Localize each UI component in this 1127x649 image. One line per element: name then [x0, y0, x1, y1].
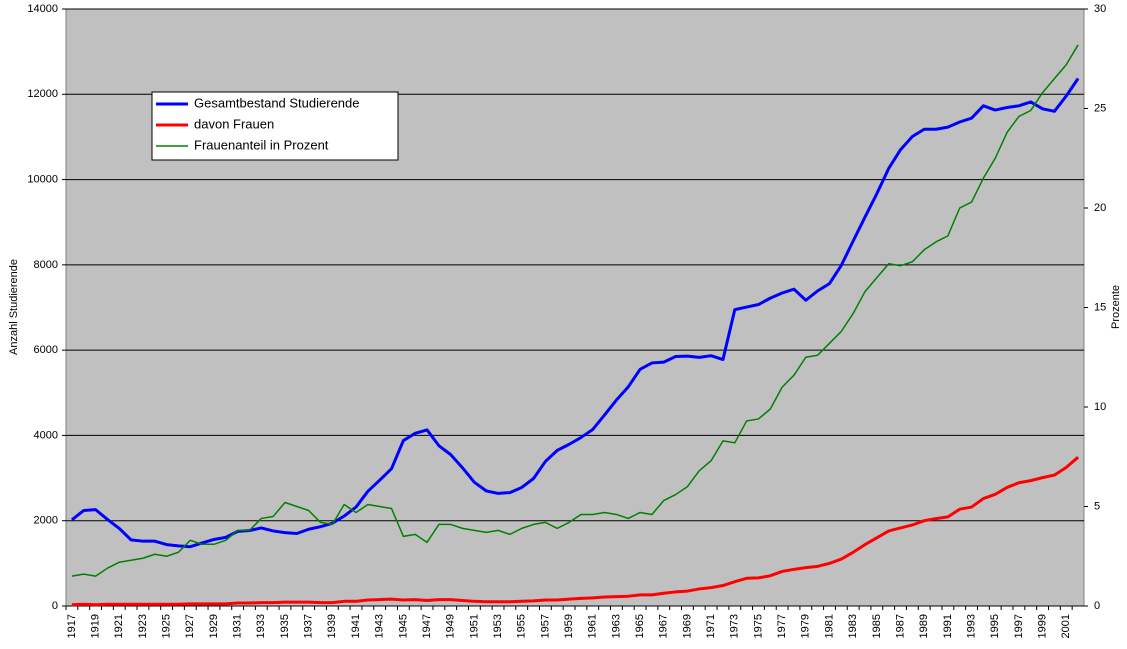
x-tick-label: 1957: [539, 614, 551, 638]
y-tick-label: 12000: [27, 88, 58, 100]
x-tick-label: 1937: [303, 614, 315, 638]
x-tick-label: 1931: [232, 614, 244, 638]
x-tick-label: 1919: [89, 614, 101, 638]
legend-box: [151, 91, 399, 161]
x-tick-label: 1961: [587, 614, 599, 638]
x-tick-label: 1973: [729, 614, 741, 638]
x-tick-label: 1963: [610, 614, 622, 638]
series-line: [71, 456, 1080, 607]
y2-tick-label: 20: [1094, 202, 1106, 214]
x-tick-label: 1987: [894, 614, 906, 638]
x-tick-label: 1951: [468, 614, 480, 638]
legend-label: davon Frauen: [194, 116, 274, 131]
legend-label: Frauenanteil in Prozent: [194, 137, 329, 152]
x-tick-label: 1947: [421, 614, 433, 638]
x-tick-label: 1939: [326, 614, 338, 638]
x-tick-label: 1925: [161, 614, 173, 638]
x-tick-label: 1929: [208, 614, 220, 638]
y-tick-label: 4000: [34, 429, 58, 441]
legend: Gesamtbestand Studierende davon Frauen Fra…: [151, 91, 399, 161]
y2-tick-label: 30: [1094, 3, 1106, 15]
series-line: [71, 44, 1079, 577]
x-tick-label: 1989: [918, 614, 930, 638]
x-tick-label: 1933: [255, 614, 267, 638]
x-tick-label: 1953: [492, 614, 504, 638]
x-tick-label: 1917: [66, 614, 78, 638]
x-tick-label: 1927: [184, 614, 196, 638]
x-tick-label: 1923: [137, 614, 149, 638]
y-tick-label: 10000: [27, 173, 58, 185]
x-tick-label: 1981: [823, 614, 835, 638]
x-tick-label: 1955: [516, 614, 528, 638]
x-tick-label: 1999: [1036, 614, 1048, 638]
y-tick-label: 6000: [34, 344, 58, 356]
x-tick-label: 1991: [942, 614, 954, 638]
x-tick-label: 1977: [776, 614, 788, 638]
series-line: [70, 77, 1080, 549]
y-axis-title: Anzahl Studierende: [8, 259, 20, 355]
x-tick-label: 1969: [681, 614, 693, 638]
y2-tick-label: 25: [1094, 102, 1106, 114]
y-tick-label: 0: [52, 600, 58, 612]
x-tick-label: 1943: [374, 614, 386, 638]
x-tick-label: 1985: [871, 614, 883, 638]
x-tick-label: 1975: [752, 614, 764, 638]
y2-axis-title: Prozente: [1110, 285, 1122, 329]
x-tick-label: 1971: [705, 614, 717, 638]
x-tick-label: 1945: [397, 614, 409, 638]
y2-tick-label: 10: [1094, 401, 1106, 413]
x-tick-label: 1921: [113, 614, 125, 638]
x-tick-label: 1979: [800, 614, 812, 638]
y2-tick-label: 0: [1094, 600, 1100, 612]
x-tick-label: 1965: [634, 614, 646, 638]
legend-label: Gesamtbestand Studierende: [194, 95, 360, 110]
y-tick-label: 8000: [34, 259, 58, 271]
y2-tick-label: 5: [1094, 500, 1100, 512]
x-tick-label: 1967: [658, 614, 670, 638]
x-tick-label: 1935: [279, 614, 291, 638]
x-tick-label: 1983: [847, 614, 859, 638]
x-tick-label: 1959: [563, 614, 575, 638]
x-tick-label: 1993: [965, 614, 977, 638]
x-tick-label: 1949: [445, 614, 457, 638]
x-tick-label: 2001: [1060, 614, 1072, 638]
y2-tick-label: 15: [1094, 301, 1106, 313]
x-tick-label: 1941: [350, 614, 362, 638]
x-tick-label: 1997: [1013, 614, 1025, 638]
x-tick-label: 1995: [989, 614, 1001, 638]
y-tick-label: 2000: [34, 515, 58, 527]
y-tick-label: 14000: [27, 3, 58, 15]
